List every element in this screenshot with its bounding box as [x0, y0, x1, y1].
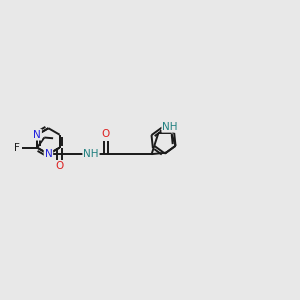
Text: F: F — [14, 142, 20, 153]
Text: NH: NH — [162, 122, 178, 132]
Text: N: N — [33, 130, 41, 140]
Text: O: O — [102, 129, 110, 140]
Text: O: O — [56, 161, 64, 172]
Text: NH: NH — [83, 149, 99, 159]
Text: N: N — [44, 149, 52, 159]
